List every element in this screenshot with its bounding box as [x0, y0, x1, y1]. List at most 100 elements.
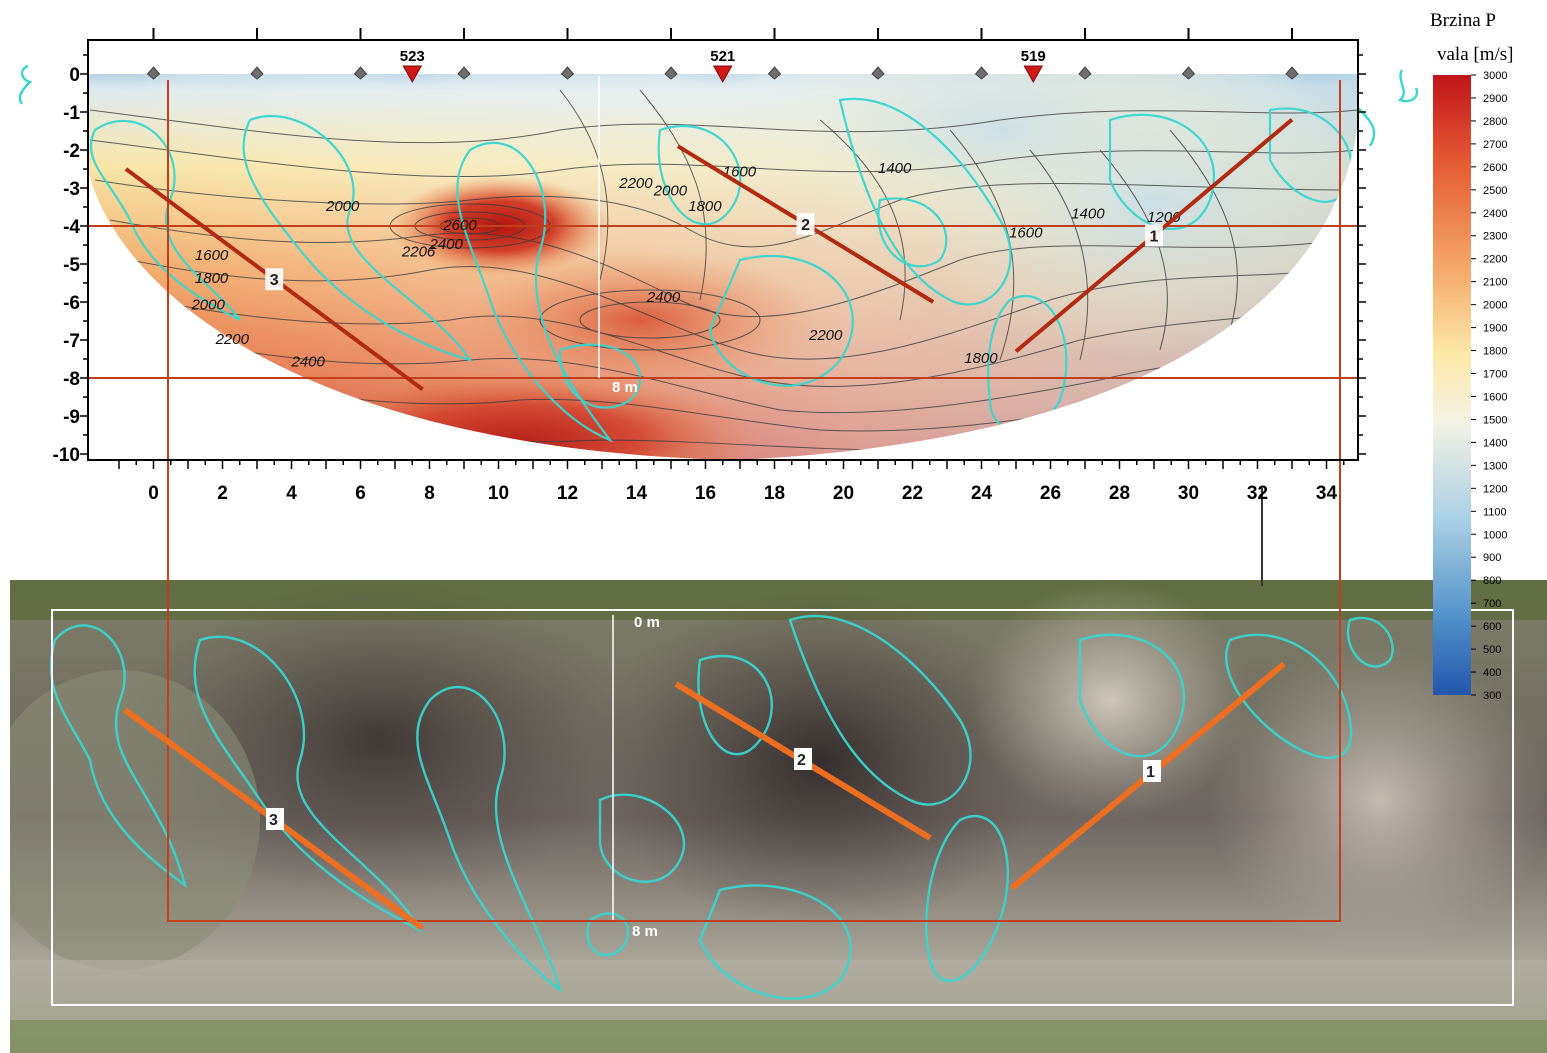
contour-label: 1800 — [688, 198, 722, 215]
x-tick-label: 14 — [626, 483, 648, 504]
geophone-marker — [146, 66, 161, 80]
geophones — [146, 66, 1299, 80]
geophone-marker — [560, 66, 575, 80]
colorbar-label: 1400 — [1483, 437, 1507, 449]
colorbar-label: 2700 — [1483, 139, 1507, 151]
x-tick-label: 6 — [355, 483, 366, 504]
photo-fracture-3-label: 3 — [269, 812, 278, 829]
colorbar-label: 600 — [1483, 621, 1501, 633]
outcrop-photo: 3 2 1 0 m 8 m — [10, 580, 1547, 1053]
colorbar-label: 2900 — [1483, 93, 1507, 105]
contour-label: 2000 — [325, 198, 360, 215]
axes: 0 2 4 6 8 10 12 14 16 18 20 22 24 26 28 30 32 340-1-2-3-4… — [53, 28, 1366, 504]
photo-top-label: 0 m — [634, 614, 660, 631]
x-tick-label: 26 — [1040, 483, 1061, 504]
shot-point-label: 521 — [710, 48, 735, 65]
shot-point-marker — [1023, 65, 1044, 84]
contour-label: 2000 — [653, 183, 688, 200]
colorbar-label: 900 — [1483, 552, 1501, 564]
fracture-label: 3 — [270, 272, 279, 289]
geophone-marker — [871, 66, 885, 80]
colorbar-label: 2100 — [1483, 277, 1507, 289]
contour-label: 2400 — [291, 354, 326, 371]
colorbar-label: 500 — [1483, 644, 1501, 656]
contour-label: 2206 — [401, 243, 436, 260]
geophone-marker — [974, 66, 989, 80]
x-tick-label: 12 — [557, 483, 578, 504]
y-tick-label: -8 — [63, 369, 80, 390]
velocity-section: 8 m 200016001800200022002400220624002600… — [18, 28, 1419, 504]
colorbar-label: 2500 — [1483, 185, 1507, 197]
contour-label: 1800 — [195, 270, 229, 287]
x-tick-label: 20 — [833, 483, 854, 504]
photo-fracture-1-tag — [1143, 760, 1161, 782]
geophone-marker — [664, 66, 678, 80]
fracture-label: 1 — [1150, 229, 1159, 246]
colorbar-label: 2300 — [1483, 231, 1507, 243]
contour-label: 2200 — [618, 175, 653, 192]
colorbar-label: 1100 — [1483, 506, 1507, 518]
colorbar-label: 800 — [1483, 575, 1501, 587]
x-tick-label: 0 — [148, 483, 159, 504]
colorbar-label: 1200 — [1483, 483, 1507, 495]
contour-label: 2400 — [429, 236, 464, 253]
fracture-tag — [796, 213, 815, 236]
fractures: 1 2 3 — [124, 118, 1294, 392]
x-tick-label: 16 — [695, 483, 716, 504]
colorbar-title-line2: vala [m/s] — [1437, 44, 1514, 65]
colorbar-labels: 3000 2900 2800 2700 2600 2500 2400 2300 2200 2100… — [1471, 70, 1507, 702]
colorbar-label: 3000 — [1483, 70, 1507, 82]
x-tick-label: 10 — [488, 483, 509, 504]
photo-fracture-2-tag — [794, 748, 812, 770]
colorbar: Brzina P vala [m/s] 3000 2900 2800 2700 2600… — [1430, 10, 1514, 702]
x-tick-label: 2 — [217, 483, 228, 504]
contour-label: 2200 — [215, 331, 250, 348]
marker-8m-label: 8 m — [612, 379, 638, 396]
colorbar-label: 1800 — [1483, 346, 1507, 358]
y-tick-label: -5 — [63, 255, 80, 276]
colorbar-label: 2200 — [1483, 254, 1507, 266]
geophone-marker — [457, 66, 471, 80]
colorbar-label: 700 — [1483, 598, 1501, 610]
y-tick-label: -7 — [63, 331, 80, 352]
shot-point-marker — [712, 65, 733, 84]
colorbar-label: 400 — [1483, 667, 1501, 679]
colorbar-label: 2000 — [1483, 300, 1507, 312]
fracture-label: 2 — [801, 217, 810, 234]
photo-fracture-3-tag — [266, 808, 284, 830]
geophone-marker — [1181, 66, 1196, 80]
contour-label: 2000 — [190, 297, 225, 314]
geophone-marker — [353, 66, 368, 80]
y-tick-label: -9 — [63, 407, 80, 428]
x-tick-label: 32 — [1247, 483, 1268, 504]
photo-bottom-label: 8 m — [632, 923, 658, 940]
contour-label: 2600 — [442, 217, 477, 234]
y-tick-label: 0 — [69, 65, 80, 86]
x-tick-label: 34 — [1316, 483, 1338, 504]
colorbar-label: 2800 — [1483, 116, 1507, 128]
colorbar-label: 1900 — [1483, 323, 1507, 335]
y-tick-label: -1 — [63, 103, 80, 124]
x-tick-label: 8 — [424, 483, 435, 504]
shot-point-marker — [402, 65, 423, 84]
contour-label: 1600 — [723, 164, 757, 181]
colorbar-label: 1000 — [1483, 529, 1507, 541]
contour-label: 1400 — [1071, 205, 1105, 222]
colorbar-gradient — [1433, 75, 1471, 695]
fracture-tag — [1145, 224, 1163, 247]
contour-labels: 2000160018002000220024002206240026002200… — [190, 160, 1181, 371]
y-tick-label: -4 — [63, 217, 80, 238]
x-tick-label: 24 — [971, 483, 993, 504]
y-tick-label: -2 — [63, 141, 80, 162]
geophone-marker — [767, 66, 782, 80]
shot-points: 523 521 519 — [400, 48, 1046, 84]
y-tick-label: -6 — [63, 293, 80, 314]
y-tick-label: -10 — [53, 445, 80, 466]
geophone-marker — [1285, 66, 1299, 80]
contour-label: 1600 — [1009, 224, 1043, 241]
colorbar-label: 300 — [1483, 690, 1501, 702]
geophone-marker — [250, 66, 264, 80]
colorbar-title-line1: Brzina P — [1430, 10, 1496, 31]
contour-label: 2200 — [808, 327, 843, 344]
